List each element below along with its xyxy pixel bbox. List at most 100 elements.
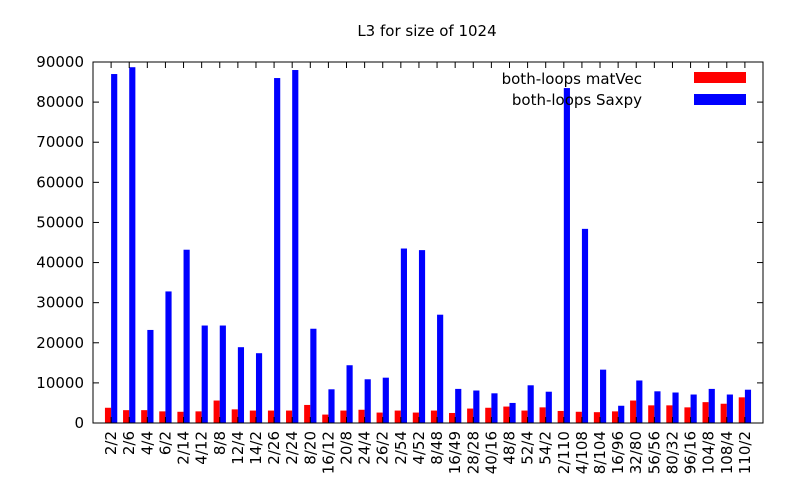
x-tick-label: 4/108 [573, 431, 591, 474]
x-tick-label: 32/80 [627, 431, 645, 474]
y-tick-label: 0 [74, 414, 84, 432]
x-tick-label: 16/12 [319, 431, 337, 474]
legend-label-saxpy: both-loops Saxpy [512, 91, 642, 109]
y-tick-label: 30000 [36, 294, 84, 312]
bar-saxpy [581, 228, 589, 423]
bar-matvec [195, 411, 202, 423]
bar-saxpy [473, 390, 480, 423]
bar-saxpy [418, 250, 426, 423]
bar-matvec [738, 397, 745, 423]
bar-matvec [412, 412, 419, 423]
x-tick-label: 16/96 [609, 431, 627, 474]
x-tick-label: 52/4 [519, 431, 537, 465]
bar-saxpy [726, 394, 733, 423]
x-tick-label: 2/6 [120, 431, 138, 455]
bar-saxpy [147, 329, 154, 423]
bar-saxpy [382, 377, 389, 423]
bar-saxpy [346, 365, 353, 423]
y-tick-label: 70000 [36, 133, 84, 151]
bar-matvec [575, 411, 582, 423]
x-tick-label: 12/4 [229, 431, 247, 465]
bar-matvec [249, 410, 256, 423]
x-tick-label: 96/16 [682, 431, 700, 474]
y-axis: 0 10000 20000 30000 40000 50000 60000 70000 8000… [36, 53, 763, 432]
bar-matvec [322, 414, 329, 423]
bar-saxpy [274, 78, 281, 424]
x-tick-label: 108/4 [718, 431, 736, 474]
bar-saxpy [600, 369, 607, 423]
bar-saxpy [201, 325, 208, 423]
bar-saxpy [491, 393, 498, 423]
bar-matvec [394, 410, 401, 423]
legend: both-loops matVec both-loops Saxpy [502, 70, 746, 109]
bar-saxpy [292, 70, 299, 424]
bar-matvec [720, 403, 727, 423]
y-tick-label: 40000 [36, 254, 84, 272]
bar-matvec [449, 412, 456, 423]
bar-matvec [231, 409, 238, 423]
bar-saxpy [129, 67, 136, 423]
legend-label-matvec: both-loops matVec [502, 70, 642, 88]
bar-matvec [304, 404, 311, 423]
bar-matvec [267, 410, 275, 423]
bar-matvec [702, 402, 709, 423]
bar-matvec [684, 407, 691, 423]
x-tick-label: 6/2 [156, 431, 174, 455]
bar-saxpy [219, 325, 226, 423]
x-tick-label: 48/8 [500, 431, 518, 465]
bar-matvec [503, 406, 510, 423]
bar-saxpy [672, 392, 679, 423]
x-tick-label: 2/54 [392, 431, 410, 465]
bar-matvec [286, 410, 293, 423]
x-tick-label: 8/48 [428, 431, 446, 465]
y-tick-label: 20000 [36, 334, 84, 352]
x-tick-label: 104/8 [700, 431, 718, 474]
bar-matvec [539, 407, 546, 423]
x-tick-label: 56/56 [645, 431, 663, 474]
bar-matvec [358, 409, 365, 423]
chart-title: L3 for size of 1024 [357, 22, 496, 40]
bar-saxpy [237, 347, 245, 423]
bar-matvec [376, 412, 383, 423]
y-tick-label: 50000 [36, 213, 84, 231]
x-tick-label: 8/104 [591, 431, 609, 474]
bar-saxpy [255, 353, 263, 423]
legend-swatch-matvec [694, 72, 746, 83]
bar-saxpy [455, 388, 462, 423]
bar-matvec [666, 405, 673, 423]
bar-matvec [630, 400, 637, 423]
bar-matvec [430, 410, 438, 423]
bar-saxpy [690, 394, 697, 423]
bar-matvec [557, 410, 564, 423]
y-tick-label: 60000 [36, 173, 84, 191]
bar-matvec [141, 410, 148, 423]
bar-saxpy [654, 391, 661, 423]
x-tick-label: 80/32 [663, 431, 681, 474]
bar-matvec [593, 412, 601, 423]
bar-matvec [104, 407, 112, 423]
y-tick-label: 80000 [36, 93, 84, 111]
bar-matvec [467, 408, 474, 423]
x-tick-label: 24/4 [356, 431, 374, 465]
x-tick-label: 16/49 [446, 431, 464, 474]
bar-matvec [340, 410, 347, 423]
x-tick-label: 4/52 [410, 431, 428, 465]
bar-saxpy [310, 328, 317, 423]
bar-matvec [485, 407, 492, 423]
x-tick-label: 54/2 [537, 431, 555, 465]
x-tick-label: 110/2 [736, 431, 754, 474]
bar-saxpy [165, 291, 172, 423]
bar-matvec [213, 400, 220, 423]
bar-matvec [648, 405, 655, 423]
y-tick-label: 10000 [36, 374, 84, 392]
bar-saxpy [509, 402, 516, 423]
bar-saxpy [618, 405, 625, 423]
x-tick-label: 2/24 [283, 431, 301, 465]
bar-saxpy [708, 388, 715, 423]
bar-matvec [611, 411, 619, 423]
legend-swatch-saxpy [694, 94, 746, 105]
x-tick-label: 2/14 [175, 431, 193, 465]
y-tick-label: 90000 [36, 53, 84, 71]
x-tick-label: 20/8 [338, 431, 356, 465]
